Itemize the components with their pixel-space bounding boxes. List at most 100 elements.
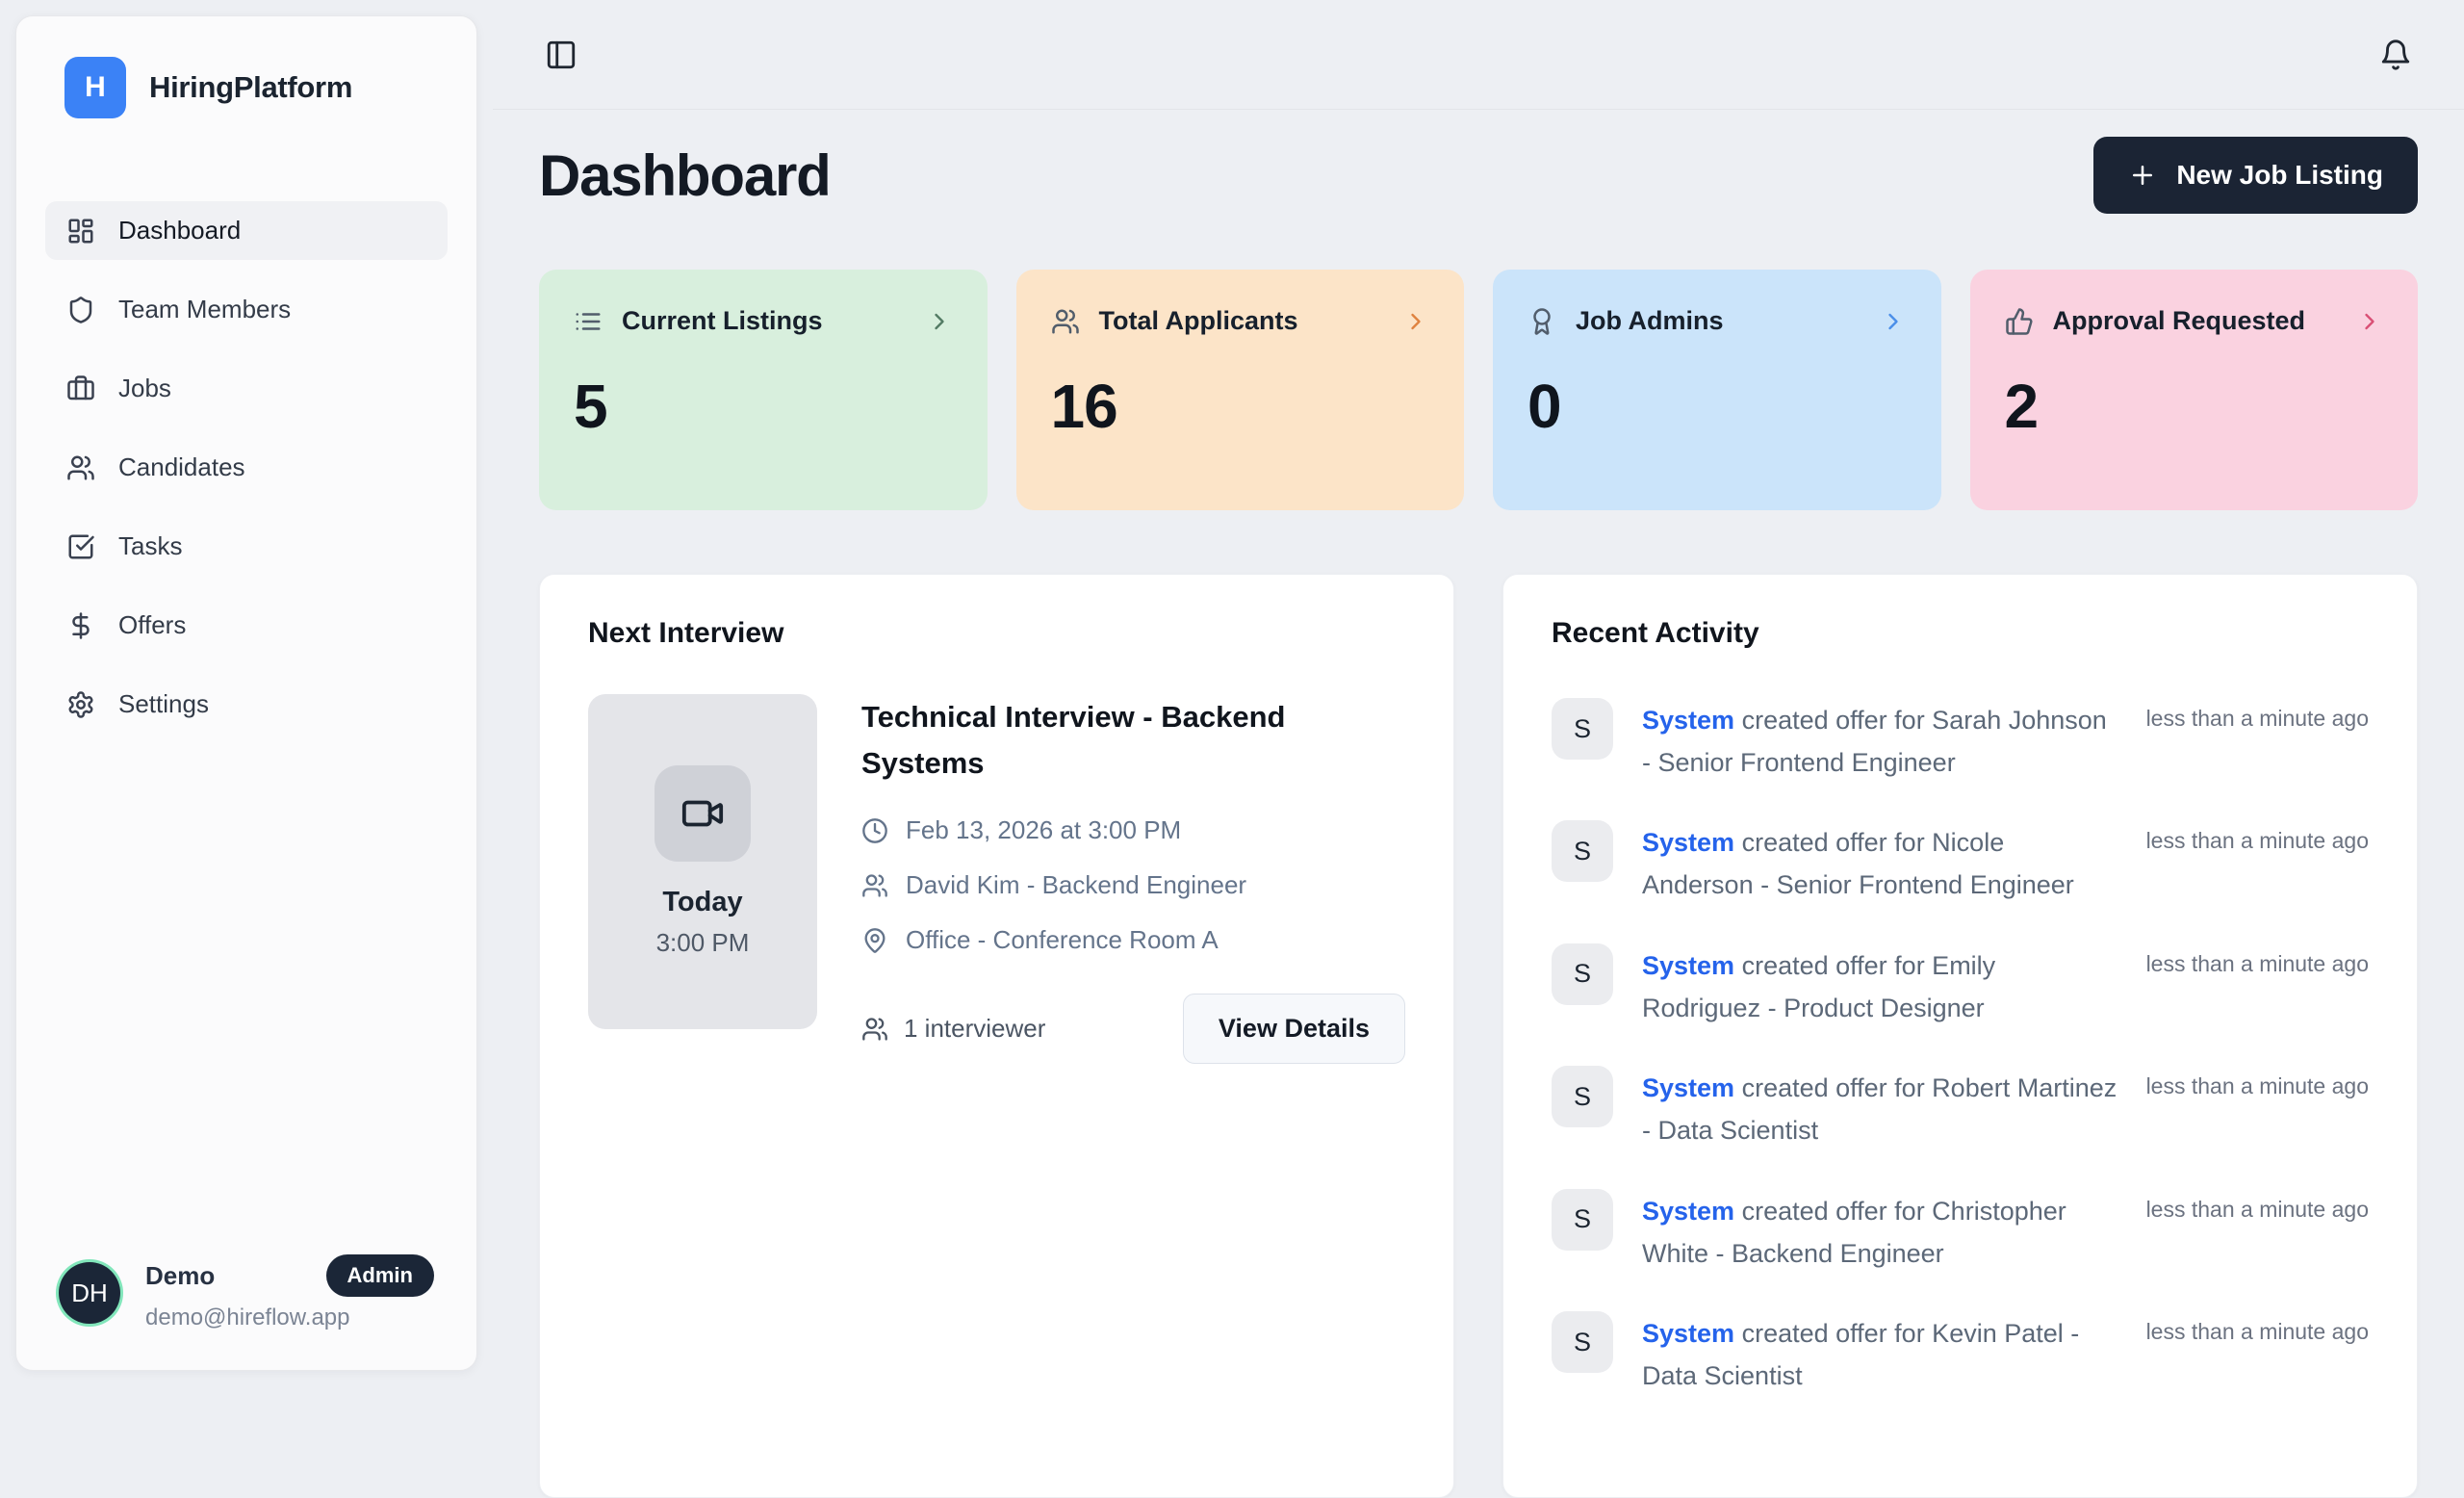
square-check-icon [66,532,95,561]
user-info: Demo Admin demo@hireflow.app [145,1254,434,1331]
activity-text: System created offer for Christopher Whi… [1642,1189,2118,1275]
bell-icon [2379,39,2412,71]
activity-list: S System created offer for Sarah Johnson… [1552,698,2369,1398]
interview-interviewer-row: David Kim - Backend Engineer [861,870,1405,900]
activity-actor[interactable]: System [1642,706,1735,735]
sidebar-toggle-button[interactable] [539,33,583,77]
sidebar-item-label: Offers [118,610,187,639]
interview-location-row: Office - Conference Room A [861,925,1405,955]
sidebar-item-team-members[interactable]: Team Members [45,280,448,339]
stat-value: 16 [1050,372,1118,441]
activity-item: S System created offer for Christopher W… [1552,1188,2369,1275]
video-camera-icon [654,765,751,862]
recent-activity-panel: Recent Activity S System created offer f… [1502,574,2418,1498]
activity-item: S System created offer for Emily Rodrigu… [1552,943,2369,1029]
layout-dashboard-icon [66,217,95,245]
users-icon [66,453,95,482]
stat-card-job-admins[interactable]: Job Admins 0 [1493,270,1941,510]
sidebar: H HiringPlatform Dashboard Team Members … [15,15,477,1371]
recent-activity-heading: Recent Activity [1552,617,1759,649]
user-name: Demo [145,1260,216,1290]
list-icon [574,307,603,336]
interview-location: Office - Conference Room A [906,925,1219,955]
sidebar-item-jobs[interactable]: Jobs [45,359,448,418]
sidebar-item-offers[interactable]: Offers [45,596,448,655]
sidebar-item-tasks[interactable]: Tasks [45,517,448,576]
activity-timestamp: less than a minute ago [2145,950,2369,976]
activity-avatar: S [1552,698,1613,760]
view-details-button[interactable]: View Details [1182,994,1405,1065]
activity-text: System created offer for Robert Martinez… [1642,1066,2118,1151]
activity-description: created offer for Sarah Johnson - Senior… [1642,706,2107,777]
briefcase-icon [66,374,95,403]
clock-icon [861,817,888,844]
activity-actor[interactable]: System [1642,1073,1735,1103]
activity-text: System created offer for Kevin Patel - D… [1642,1311,2118,1397]
sidebar-nav: Dashboard Team Members Jobs Candidates T… [45,201,448,734]
activity-description: created offer for Nicole Anderson - Seni… [1642,828,2074,900]
activity-actor[interactable]: System [1642,1196,1735,1226]
activity-text: System created offer for Sarah Johnson -… [1642,698,2118,784]
sidebar-item-candidates[interactable]: Candidates [45,438,448,497]
interview-datetime-row: Feb 13, 2026 at 3:00 PM [861,815,1405,845]
activity-item: S System created offer for Sarah Johnson… [1552,698,2369,784]
sidebar-item-label: Candidates [118,452,245,481]
chevron-right-icon [926,308,953,335]
app-logo: H [64,57,126,118]
activity-actor[interactable]: System [1642,1319,1735,1349]
sidebar-item-label: Settings [118,689,209,718]
activity-timestamp: less than a minute ago [2145,1196,2369,1222]
activity-actor[interactable]: System [1642,828,1735,858]
sidebar-item-settings[interactable]: Settings [45,675,448,734]
activity-timestamp: less than a minute ago [2145,1073,2369,1099]
activity-avatar: S [1552,1311,1613,1374]
user-email: demo@hireflow.app [145,1304,350,1330]
next-interview-heading: Next Interview [588,617,784,649]
activity-avatar: S [1552,820,1613,883]
shield-icon [66,296,95,324]
topbar [493,0,2464,110]
next-interview-panel: Next Interview Today 3:00 PM Technical I… [539,574,1454,1498]
sidebar-item-label: Dashboard [118,216,242,245]
stat-label: Approval Requested [2052,306,2306,335]
activity-text: System created offer for Emily Rodriguez… [1642,943,2118,1029]
activity-description: created offer for Kevin Patel - Data Sci… [1642,1319,2080,1391]
stat-value: 2 [2004,372,2040,441]
stat-label: Current Listings [622,306,823,335]
interviewer-count-label: 1 interviewer [904,1014,1046,1044]
page-title: Dashboard [539,142,832,208]
sidebar-item-label: Jobs [118,374,171,402]
activity-avatar: S [1552,1188,1613,1251]
interview-datetime: Feb 13, 2026 at 3:00 PM [906,815,1182,845]
stat-value: 0 [1527,372,1562,441]
thumbs-up-icon [2005,307,2034,336]
interview-interviewer: David Kim - Backend Engineer [906,870,1247,900]
chevron-right-icon [2356,308,2383,335]
activity-item: S System created offer for Kevin Patel -… [1552,1311,2369,1397]
plus-icon [2128,161,2157,190]
stat-card-total-applicants[interactable]: Total Applicants 16 [1015,270,1464,510]
activity-actor[interactable]: System [1642,950,1735,980]
chevron-right-icon [1402,308,1429,335]
brand: H HiringPlatform [45,57,448,118]
panel-left-icon [545,39,578,71]
dollar-icon [66,611,95,640]
stat-card-approval-requested[interactable]: Approval Requested 2 [1969,270,2418,510]
user-profile[interactable]: DH Demo Admin demo@hireflow.app [45,1254,448,1331]
new-job-listing-button[interactable]: New Job Listing [2093,137,2418,214]
sidebar-item-dashboard[interactable]: Dashboard [45,201,448,260]
role-badge: Admin [325,1254,434,1297]
interviewer-count: 1 interviewer [861,1014,1045,1044]
activity-avatar: S [1552,1066,1613,1128]
stat-card-current-listings[interactable]: Current Listings 5 [539,270,988,510]
stat-label: Total Applicants [1098,306,1298,335]
interview-date-tile: Today 3:00 PM [588,694,817,1029]
users-icon [861,1016,888,1043]
activity-item: S System created offer for Robert Martin… [1552,1066,2369,1151]
sidebar-item-label: Team Members [118,295,292,323]
notifications-button[interactable] [2374,33,2418,77]
sidebar-item-label: Tasks [118,531,183,560]
activity-description: created offer for Christopher White - Ba… [1642,1196,2066,1268]
activity-timestamp: less than a minute ago [2145,706,2369,731]
activity-description: created offer for Robert Martinez - Data… [1642,1073,2118,1146]
